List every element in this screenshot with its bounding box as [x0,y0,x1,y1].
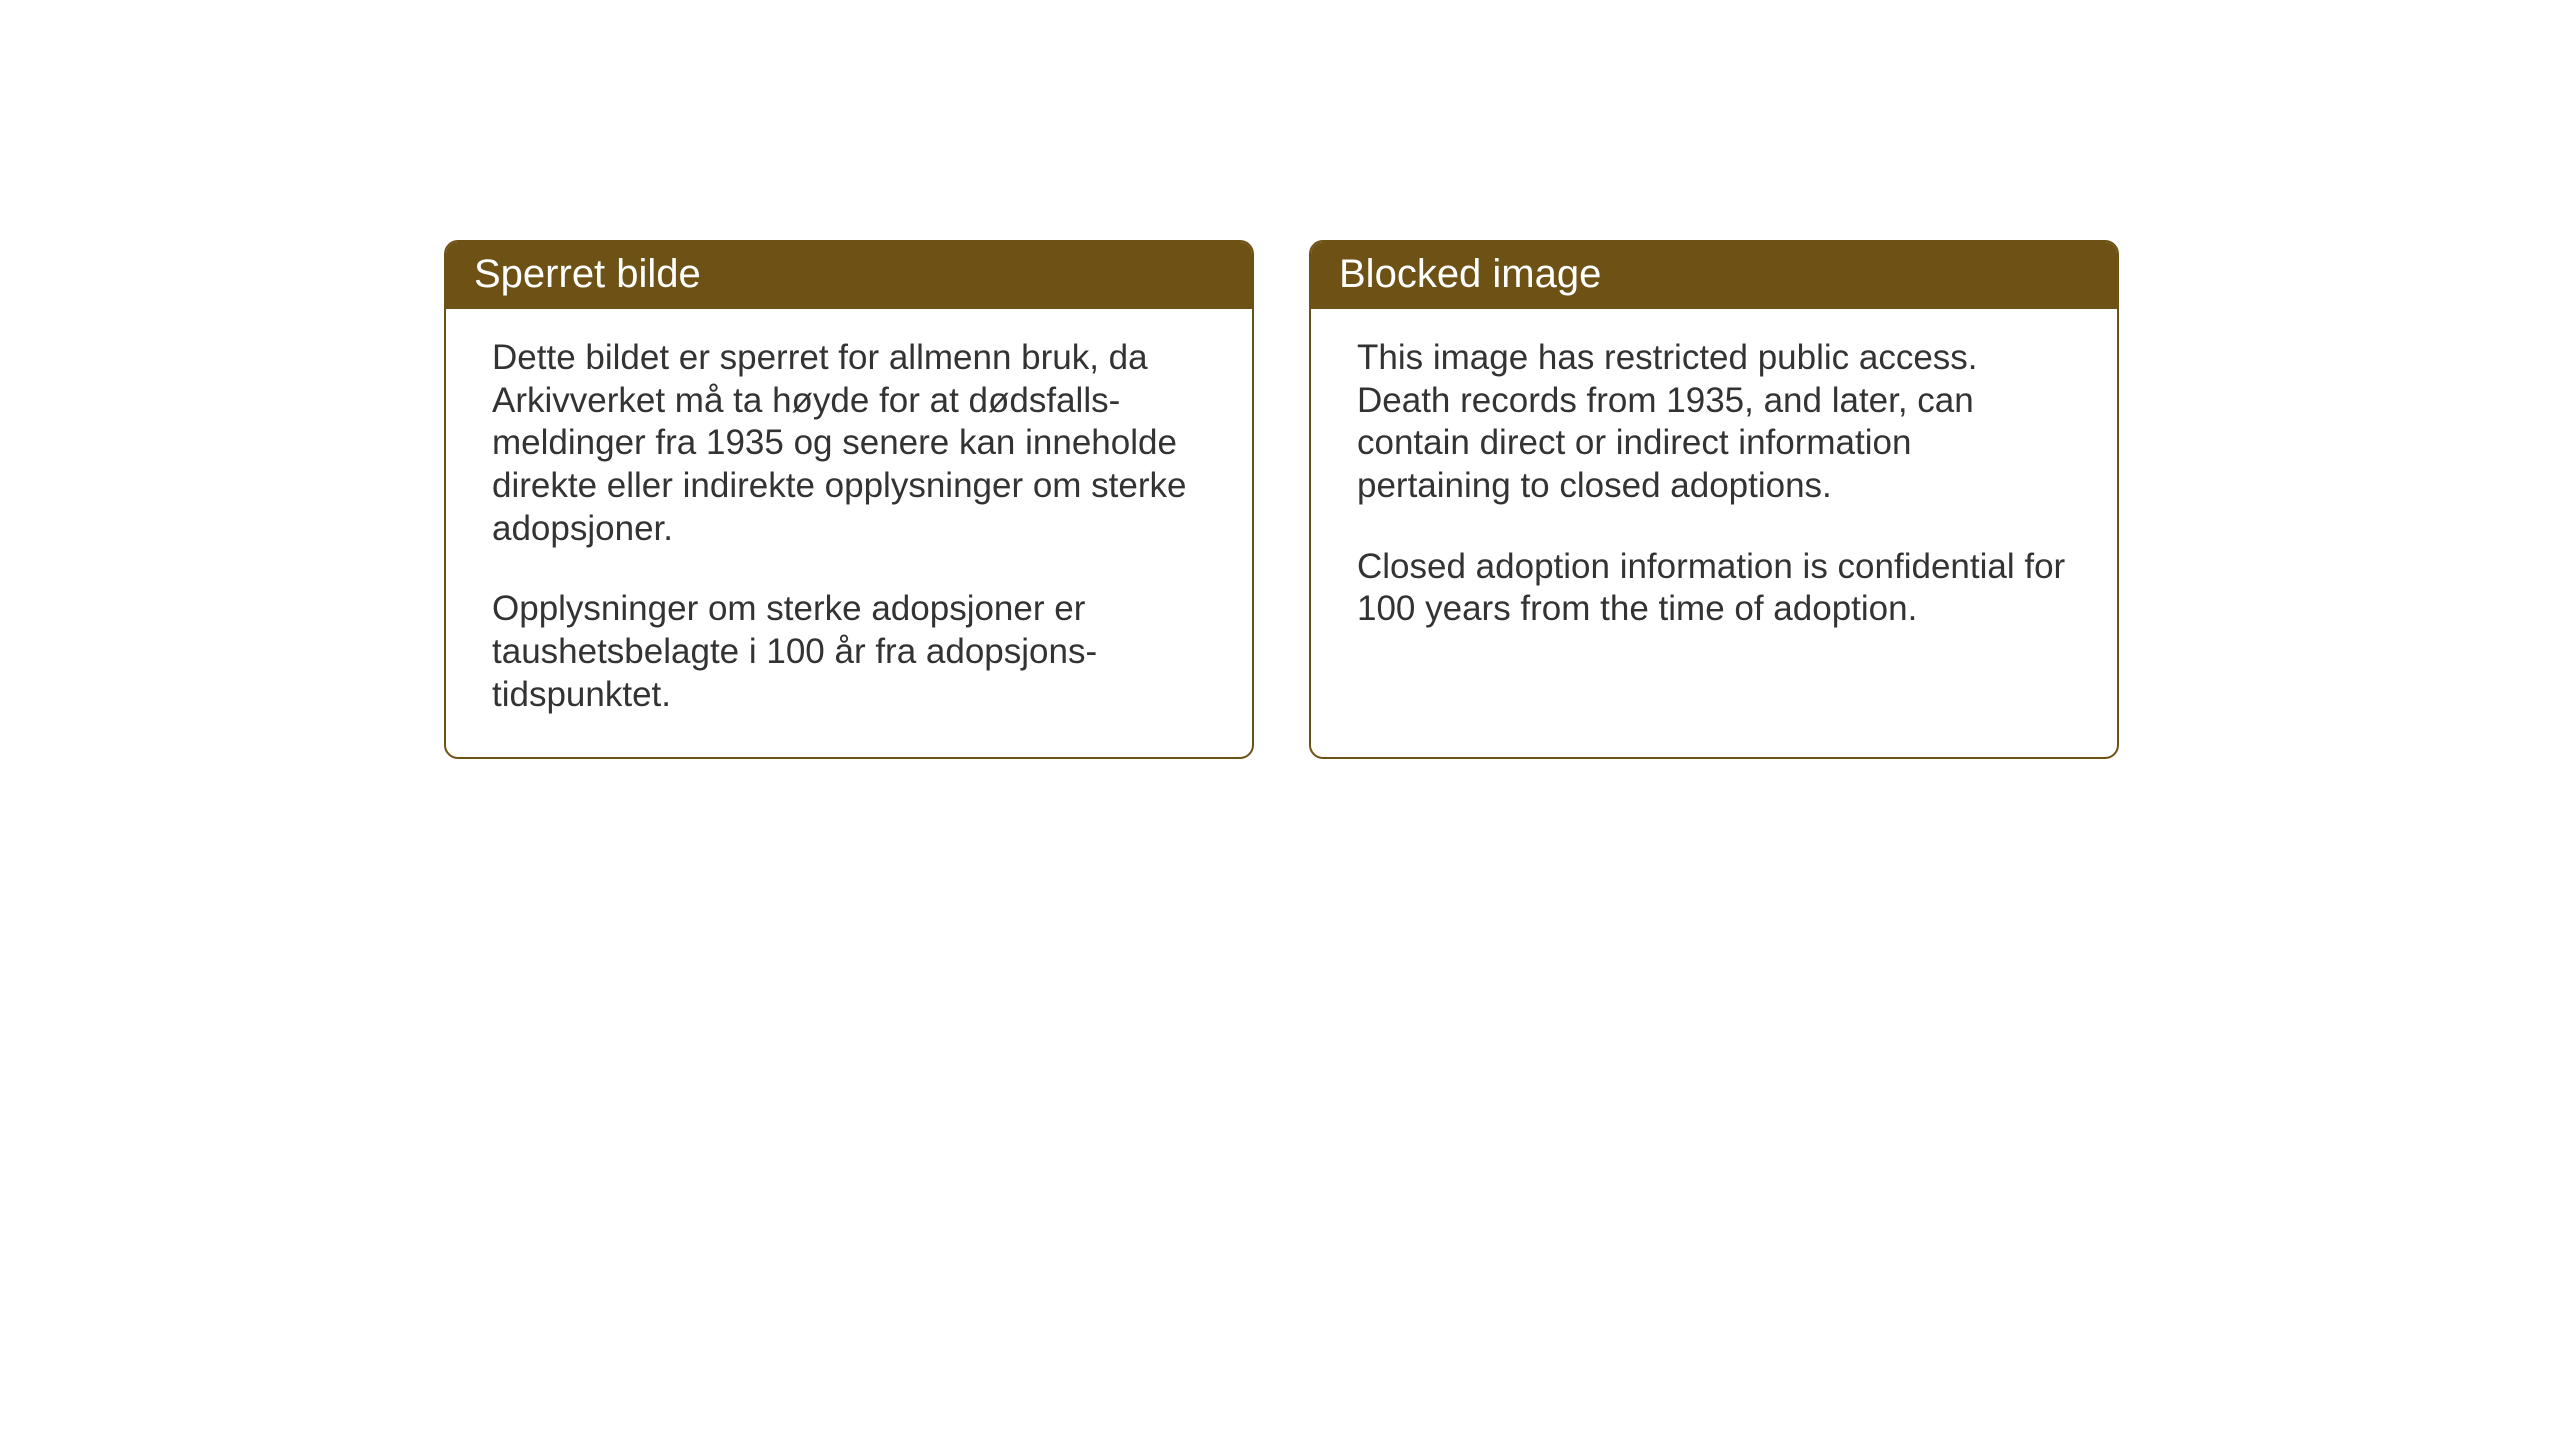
notice-title: Blocked image [1339,252,1601,296]
notice-header-english: Blocked image [1311,242,2117,309]
notice-paragraph: Closed adoption information is confident… [1357,546,2071,631]
notice-paragraph: Opplysninger om sterke adopsjoner er tau… [492,588,1206,716]
notice-paragraph: This image has restricted public access.… [1357,337,2071,508]
notice-title: Sperret bilde [474,252,701,296]
notice-paragraph: Dette bildet er sperret for allmenn bruk… [492,337,1206,550]
notice-card-english: Blocked image This image has restricted … [1309,240,2119,759]
notice-card-norwegian: Sperret bilde Dette bildet er sperret fo… [444,240,1254,759]
notice-container: Sperret bilde Dette bildet er sperret fo… [0,0,2560,759]
notice-header-norwegian: Sperret bilde [446,242,1252,309]
notice-body-english: This image has restricted public access.… [1311,309,2117,671]
notice-body-norwegian: Dette bildet er sperret for allmenn bruk… [446,309,1252,757]
